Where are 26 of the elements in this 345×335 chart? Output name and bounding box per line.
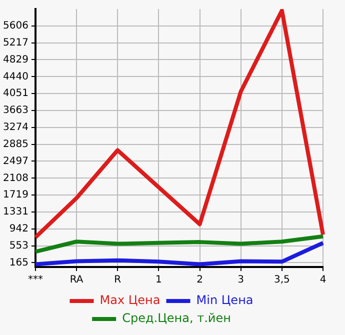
y-tick-label: 3663 [2, 105, 28, 116]
x-tick-label: *** [28, 274, 43, 286]
x-tick-label: 1 [156, 274, 162, 286]
y-tick-label: 1331 [2, 206, 28, 218]
legend-label: Сред.Цена, т.йен [122, 311, 231, 326]
x-tick-label: 3,5 [274, 274, 290, 286]
x-tick-label: 3 [238, 274, 244, 286]
x-tick-label: 4 [320, 274, 326, 286]
y-tick-label: 5217 [2, 37, 28, 48]
y-tick-label: 4440 [2, 71, 28, 82]
legend-label: Max Цена [100, 293, 160, 308]
y-tick-label: 942 [9, 224, 28, 235]
x-tick-label: RA [70, 274, 84, 286]
y-tick-label: 3274 [2, 122, 28, 134]
y-tick-label: 2108 [2, 172, 28, 184]
y-tick-label: 4829 [2, 54, 28, 66]
y-tick-label: 4051 [2, 88, 28, 100]
y-tick-label: 1719 [2, 190, 28, 201]
x-tick-label: 2 [196, 274, 203, 286]
y-tick-label: 553 [9, 240, 28, 252]
x-tick-label: R [114, 274, 122, 286]
y-tick-label: 5606 [2, 20, 28, 32]
legend-label: Min Цена [196, 293, 254, 308]
y-tick-label: 165 [9, 257, 28, 268]
y-tick-label: 2497 [2, 156, 28, 167]
y-tick-label: 2885 [2, 138, 28, 150]
